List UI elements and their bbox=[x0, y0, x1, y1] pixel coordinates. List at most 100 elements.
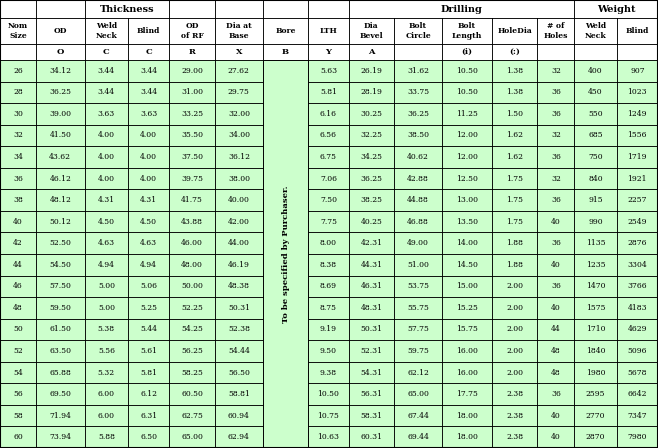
Bar bbox=[215, 297, 263, 319]
Bar bbox=[492, 190, 538, 211]
Bar bbox=[492, 362, 538, 383]
Text: 5.44: 5.44 bbox=[140, 325, 157, 333]
Bar bbox=[492, 168, 538, 190]
Text: 4.00: 4.00 bbox=[140, 175, 157, 182]
Bar bbox=[169, 340, 215, 362]
Text: C: C bbox=[145, 48, 152, 56]
Bar bbox=[36, 233, 85, 254]
Bar bbox=[394, 297, 442, 319]
Bar bbox=[492, 340, 538, 362]
Bar bbox=[394, 60, 442, 82]
Bar bbox=[442, 233, 492, 254]
Text: 50.12: 50.12 bbox=[49, 218, 71, 226]
Text: 54.44: 54.44 bbox=[228, 347, 250, 355]
Text: Bolt
Length: Bolt Length bbox=[451, 22, 482, 39]
Bar bbox=[85, 319, 128, 340]
Bar bbox=[36, 340, 85, 362]
Text: # of
Holes: # of Holes bbox=[544, 22, 569, 39]
Text: 34.12: 34.12 bbox=[49, 67, 71, 75]
Bar bbox=[617, 168, 658, 190]
Text: 3.63: 3.63 bbox=[140, 110, 157, 118]
Text: 2.00: 2.00 bbox=[506, 304, 523, 312]
Text: 50.31: 50.31 bbox=[361, 325, 382, 333]
Text: 39.75: 39.75 bbox=[181, 175, 203, 182]
Bar bbox=[538, 383, 574, 405]
Bar bbox=[169, 60, 215, 82]
Text: 15.00: 15.00 bbox=[456, 282, 478, 290]
Text: 38.00: 38.00 bbox=[228, 175, 250, 182]
Bar bbox=[0, 405, 36, 426]
Bar bbox=[0, 254, 36, 276]
Bar bbox=[492, 276, 538, 297]
Bar bbox=[309, 297, 349, 319]
Text: 1719: 1719 bbox=[628, 153, 647, 161]
Text: 59.75: 59.75 bbox=[407, 347, 429, 355]
Text: 57.75: 57.75 bbox=[407, 325, 429, 333]
Bar bbox=[538, 18, 574, 44]
Bar bbox=[538, 276, 574, 297]
Text: 48: 48 bbox=[13, 304, 23, 312]
Bar bbox=[85, 0, 169, 18]
Text: 9.50: 9.50 bbox=[320, 347, 337, 355]
Bar bbox=[349, 362, 394, 383]
Text: 1840: 1840 bbox=[586, 347, 605, 355]
Bar bbox=[169, 44, 215, 60]
Bar bbox=[263, 18, 309, 44]
Bar bbox=[128, 297, 169, 319]
Text: 54.25: 54.25 bbox=[181, 325, 203, 333]
Text: 2.00: 2.00 bbox=[506, 369, 523, 377]
Bar bbox=[309, 254, 349, 276]
Text: 36: 36 bbox=[551, 390, 561, 398]
Text: 53.75: 53.75 bbox=[407, 282, 429, 290]
Text: 32: 32 bbox=[551, 131, 561, 139]
Text: 59.50: 59.50 bbox=[49, 304, 71, 312]
Text: 40: 40 bbox=[551, 304, 561, 312]
Bar bbox=[309, 146, 349, 168]
Bar bbox=[492, 82, 538, 103]
Bar bbox=[617, 233, 658, 254]
Bar bbox=[85, 168, 128, 190]
Text: 4.31: 4.31 bbox=[140, 196, 157, 204]
Bar bbox=[85, 297, 128, 319]
Bar bbox=[492, 297, 538, 319]
Text: 42.31: 42.31 bbox=[361, 239, 382, 247]
Bar bbox=[349, 233, 394, 254]
Text: 36: 36 bbox=[551, 110, 561, 118]
Text: 34.25: 34.25 bbox=[361, 153, 382, 161]
Text: 46.00: 46.00 bbox=[181, 239, 203, 247]
Text: 40: 40 bbox=[551, 218, 561, 226]
Bar bbox=[394, 405, 442, 426]
Text: 5.63: 5.63 bbox=[320, 67, 337, 75]
Bar bbox=[0, 0, 36, 18]
Text: 61.50: 61.50 bbox=[49, 325, 71, 333]
Bar bbox=[574, 18, 617, 44]
Bar bbox=[574, 383, 617, 405]
Text: 71.94: 71.94 bbox=[49, 412, 71, 420]
Bar bbox=[263, 0, 309, 18]
Bar bbox=[538, 125, 574, 146]
Text: 36.25: 36.25 bbox=[49, 88, 71, 96]
Text: 10.50: 10.50 bbox=[318, 390, 340, 398]
Bar bbox=[574, 60, 617, 82]
Text: 52.50: 52.50 bbox=[49, 239, 71, 247]
Text: 56: 56 bbox=[13, 390, 23, 398]
Bar bbox=[169, 254, 215, 276]
Text: 915: 915 bbox=[588, 196, 603, 204]
Text: 36: 36 bbox=[551, 239, 561, 247]
Bar bbox=[85, 103, 128, 125]
Bar bbox=[309, 168, 349, 190]
Text: 31.00: 31.00 bbox=[181, 88, 203, 96]
Text: 8.69: 8.69 bbox=[320, 282, 337, 290]
Bar bbox=[492, 426, 538, 448]
Bar bbox=[538, 297, 574, 319]
Text: 26: 26 bbox=[13, 67, 23, 75]
Text: 400: 400 bbox=[588, 67, 603, 75]
Bar bbox=[215, 44, 263, 60]
Text: 840: 840 bbox=[588, 175, 603, 182]
Text: 907: 907 bbox=[630, 67, 645, 75]
Text: (i): (i) bbox=[461, 48, 472, 56]
Bar bbox=[0, 82, 36, 103]
Text: 5.56: 5.56 bbox=[98, 347, 115, 355]
Text: 750: 750 bbox=[588, 153, 603, 161]
Bar bbox=[36, 211, 85, 233]
